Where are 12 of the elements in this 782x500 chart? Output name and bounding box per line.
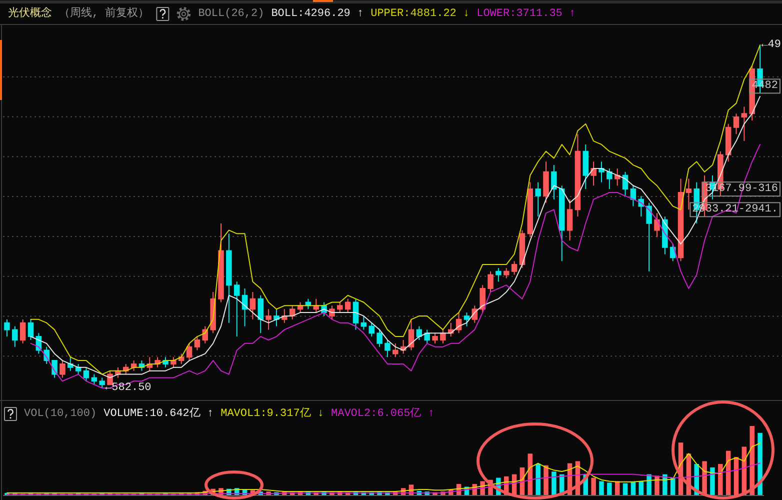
text: BOLL:4296.29 ↑ [271, 8, 364, 20]
chart-subtitle: （周线, 前复权） [59, 6, 150, 20]
legend-title: VOL(10,100) [24, 408, 97, 420]
text: LOWER:3711.35 ↑ [476, 8, 576, 20]
text: MAVOL1:9.317亿 ↓ [220, 407, 324, 420]
text: VOLUME:10.642亿 ↑ [104, 407, 214, 420]
annotation: ←49 [761, 39, 781, 51]
text: UPPER:4881.22 ↓ [370, 8, 470, 20]
text: MAVOL2:6.065亿 ↑ [331, 407, 434, 420]
legend-title: BOLL(26,2) [198, 8, 264, 20]
annotation: ←582.50 [105, 382, 152, 394]
chart-title: 光伏概念 [8, 6, 52, 20]
